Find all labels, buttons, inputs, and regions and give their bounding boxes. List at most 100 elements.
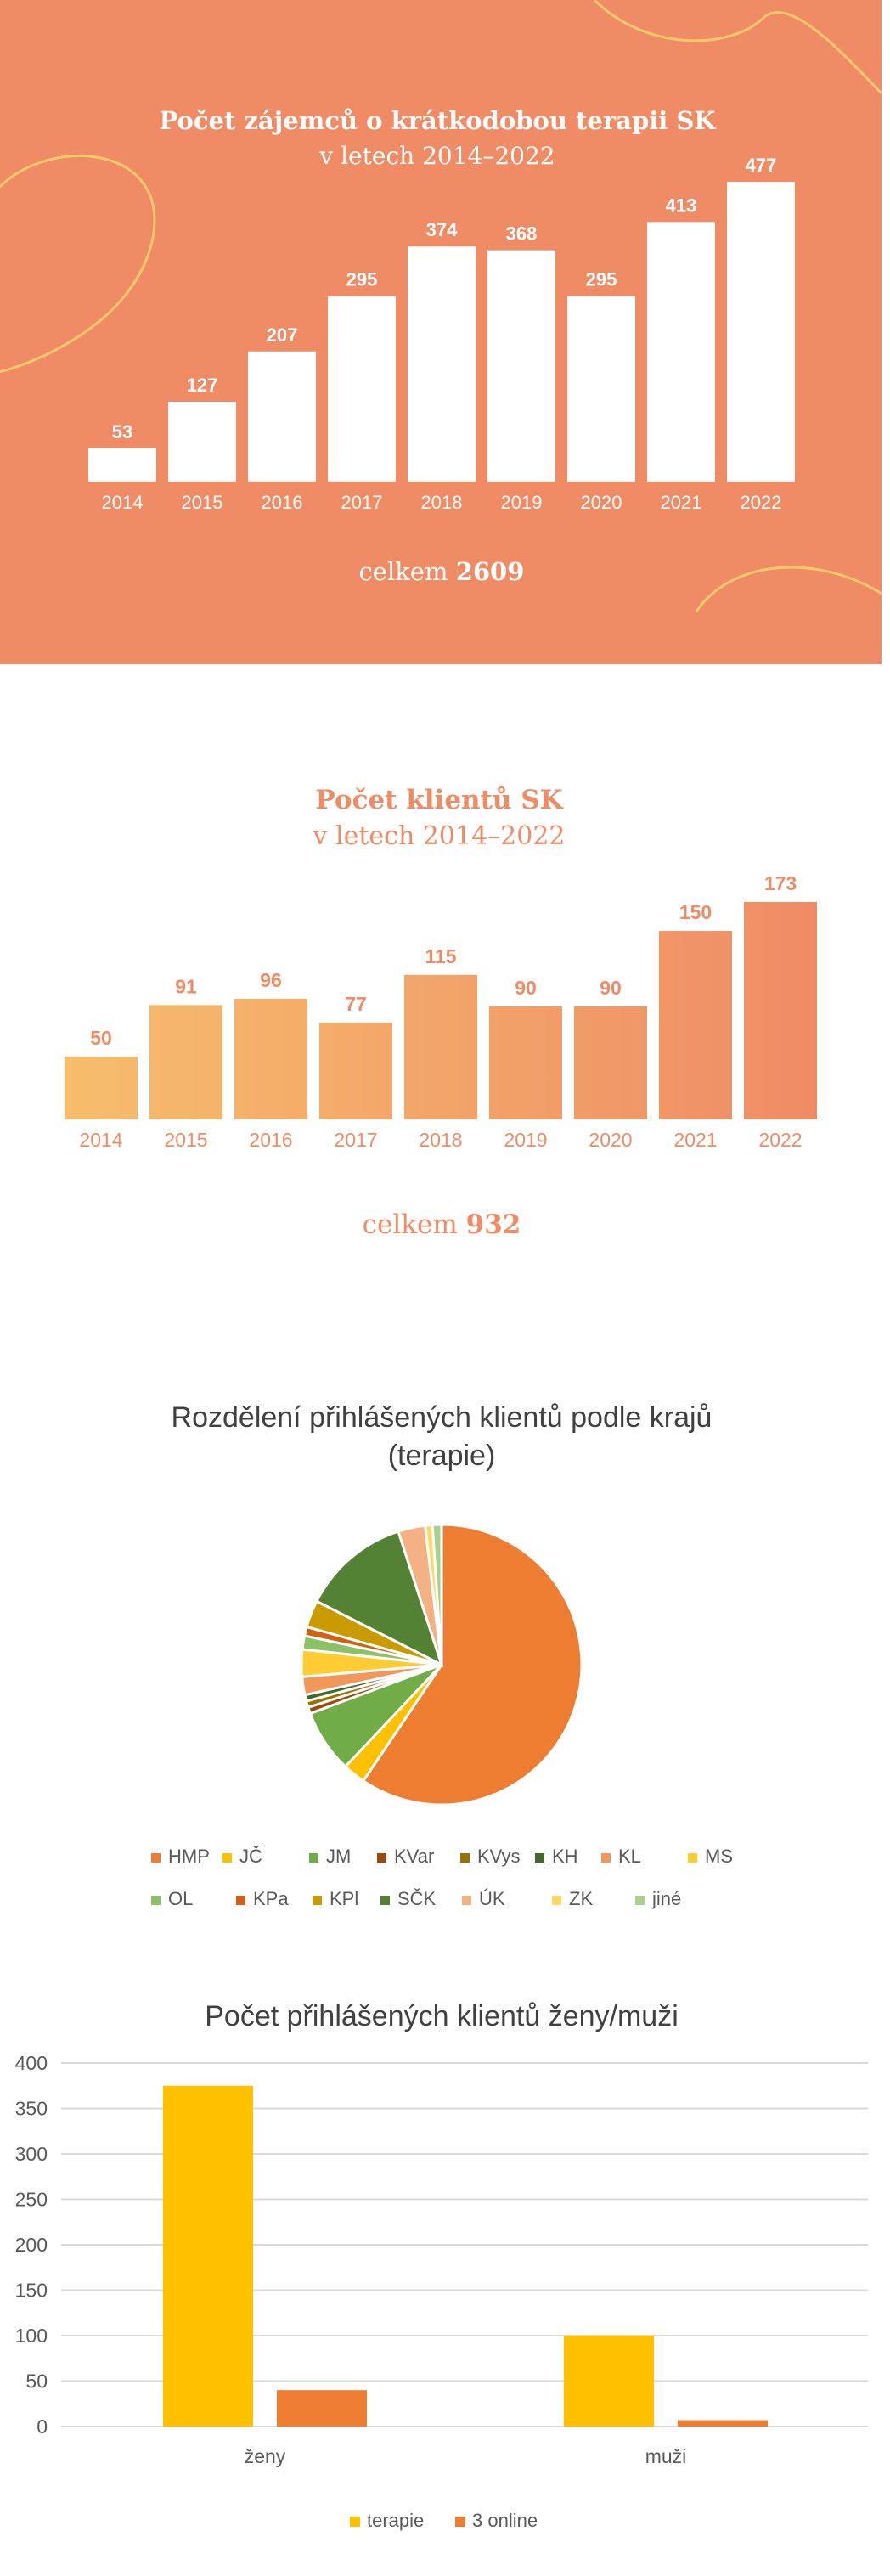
legend-label: HMP [168, 1846, 210, 1867]
x-tick-label: 2015 [182, 492, 223, 513]
total-label: celkem 932 [363, 1209, 521, 1240]
legend-swatch [455, 2517, 465, 2527]
bar [248, 351, 316, 482]
data-label: 173 [764, 872, 797, 894]
legend-label: OL [168, 1888, 193, 1909]
legend-swatch [350, 2517, 360, 2527]
x-tick-label: 2017 [341, 492, 383, 513]
data-label: 91 [175, 975, 197, 997]
chart-gender-panel: Počet přihlášených klientů ženy/muži 0 50… [0, 1970, 890, 2576]
data-label: 295 [346, 269, 378, 290]
chart-interest-panel: Počet zájemců o krátkodobou terapii SK v… [0, 0, 882, 664]
legend-label: 3 online [472, 2510, 538, 2531]
bar [408, 246, 476, 482]
legend-swatch [313, 1896, 322, 1905]
bar [168, 402, 236, 482]
bar [319, 1023, 392, 1119]
y-tick-label: 100 [15, 2325, 48, 2347]
legend-label: JM [326, 1846, 351, 1867]
chart-regions-panel: Rozdělení přihlášených klientů podle kra… [0, 1359, 890, 1919]
chart-subtitle: v letech 2014–2022 [313, 821, 566, 851]
data-label: 295 [586, 269, 617, 290]
legend-label: KVys [477, 1846, 521, 1867]
chart-clients-panel: Počet klientů SK v letech 2014–2022 50 20… [0, 713, 890, 1274]
chart-subtitle: v letech 2014–2022 [318, 142, 555, 170]
legend-label: ZK [569, 1888, 593, 1909]
legend-label: KPa [253, 1888, 289, 1909]
y-tick-label: 150 [15, 2280, 48, 2302]
legend-label: KH [552, 1846, 578, 1867]
pie-slice [361, 1523, 583, 1807]
legend-label: KPl [330, 1888, 358, 1909]
data-label: 77 [345, 993, 367, 1015]
data-label: 413 [666, 194, 697, 216]
data-label: 115 [425, 945, 456, 967]
x-tick-label: 2022 [758, 1129, 802, 1151]
chart-gender: Počet přihlášených klientů ženy/muži 0 50… [15, 2000, 868, 2531]
bar [659, 931, 732, 1119]
total-label: celkem 2609 [359, 557, 525, 586]
legend-swatch [151, 1896, 161, 1905]
bar [328, 296, 396, 482]
bar [744, 902, 817, 1119]
data-label: 90 [515, 977, 537, 999]
legend-label: JČ [239, 1846, 262, 1867]
data-label: 127 [187, 375, 218, 396]
x-tick-label: 2016 [262, 492, 303, 513]
legend-label: KL [618, 1846, 641, 1867]
legend-swatch [601, 1853, 611, 1863]
chart-title: Počet zájemců o krátkodobou terapii SK [159, 106, 717, 135]
y-tick-label: 300 [15, 2143, 48, 2165]
total-prefix: celkem [359, 557, 448, 586]
bar [65, 1057, 138, 1119]
legend-label: terapie [367, 2510, 424, 2531]
x-tick-label: 2015 [164, 1129, 207, 1151]
legend-swatch [688, 1853, 697, 1863]
bar [489, 1006, 562, 1119]
data-label: 477 [746, 155, 777, 176]
legend-label: MS [705, 1846, 733, 1867]
bar [487, 250, 555, 482]
data-label: 150 [679, 901, 712, 923]
decor-curve-top [593, 0, 882, 95]
legend-swatch [236, 1896, 245, 1905]
decor-curve-left [0, 155, 156, 374]
bar [234, 998, 307, 1119]
chart-title: Rozdělení přihlášených klientů podle kra… [172, 1401, 713, 1472]
legend-swatch [380, 1896, 390, 1905]
y-tick-label: 250 [15, 2189, 48, 2211]
x-tick-label: 2021 [661, 492, 702, 513]
chart-title: Počet klientů SK [315, 785, 563, 815]
y-tick-label: 200 [15, 2234, 48, 2256]
bar [727, 182, 795, 482]
legend-label: KVar [394, 1846, 434, 1867]
legend-label: SČK [397, 1888, 437, 1909]
x-tick-label: 2022 [741, 492, 782, 513]
x-tick-label: 2014 [79, 1129, 122, 1151]
x-tick-label: 2020 [581, 492, 622, 513]
data-label: 50 [90, 1027, 112, 1049]
legend-swatch [635, 1896, 645, 1905]
bar [678, 2420, 768, 2427]
chart-clients: Počet klientů SK v letech 2014–2022 50 20… [65, 785, 817, 1240]
legend-label: ÚK [479, 1888, 505, 1909]
legend-swatch [151, 1853, 161, 1863]
legend-label: jiné [651, 1888, 681, 1909]
pie-slice [314, 1530, 444, 1667]
total-value: 932 [466, 1209, 521, 1240]
total-value: 2609 [456, 557, 525, 586]
x-tick-label: 2019 [501, 492, 543, 513]
data-label: 90 [600, 977, 622, 999]
legend-swatch [462, 1896, 471, 1905]
y-tick-label: 0 [37, 2415, 48, 2438]
data-label: 207 [267, 324, 298, 346]
decor-curve-bottom [695, 566, 882, 612]
legend-swatch [535, 1853, 544, 1863]
legend-swatch [309, 1853, 318, 1863]
y-tick-label: 400 [15, 2052, 48, 2074]
y-tick-label: 350 [15, 2098, 48, 2120]
y-tick-label: 50 [25, 2370, 48, 2393]
bar [647, 222, 715, 482]
data-label: 96 [260, 969, 282, 991]
x-tick-label: 2018 [421, 492, 463, 513]
